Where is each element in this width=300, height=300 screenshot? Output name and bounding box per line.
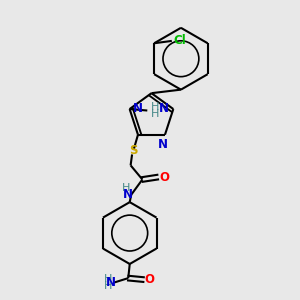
Text: H: H: [104, 281, 113, 291]
Text: O: O: [159, 171, 169, 184]
Text: N: N: [106, 276, 116, 289]
Text: H: H: [151, 102, 159, 112]
Text: N: N: [133, 102, 143, 115]
Text: N: N: [158, 138, 168, 151]
Text: Cl: Cl: [173, 34, 186, 47]
Text: H: H: [122, 183, 130, 193]
Text: H: H: [104, 274, 113, 284]
Text: O: O: [145, 273, 155, 286]
Text: N: N: [159, 102, 169, 115]
Text: N: N: [123, 188, 133, 201]
Text: S: S: [129, 143, 138, 157]
Text: H: H: [151, 109, 159, 119]
